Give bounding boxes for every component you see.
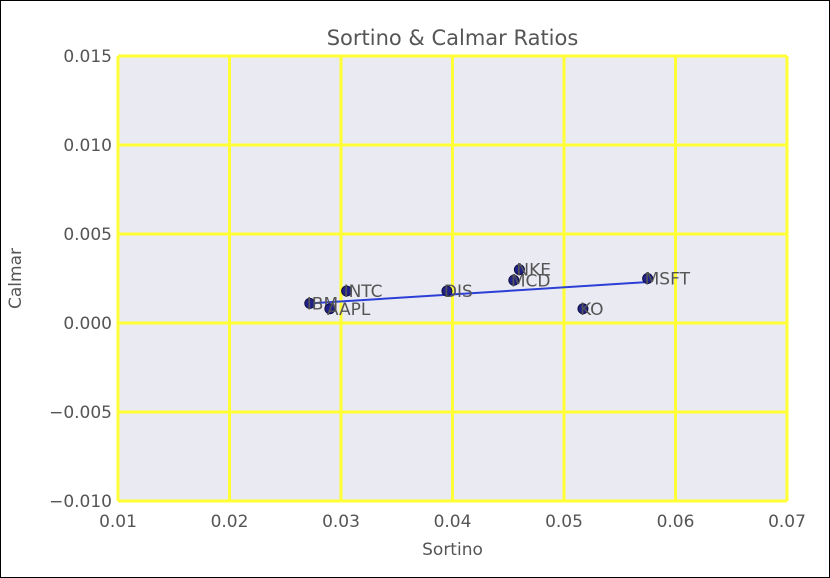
data-point-mcd <box>508 274 520 286</box>
x-tick-label: 0.04 <box>434 512 472 532</box>
x-tick-label: 0.01 <box>99 512 137 532</box>
data-point-aapl <box>324 303 336 315</box>
x-tick-label: 0.02 <box>211 512 249 532</box>
data-point-intc <box>341 285 353 297</box>
point-label-aapl: AAPL <box>327 300 371 320</box>
grid-lines <box>116 54 789 503</box>
y-tick-label: 0.010 <box>63 136 112 156</box>
y-axis-title: Calmar <box>6 248 26 309</box>
point-label-ko: KO <box>580 300 604 320</box>
chart-title: Sortino & Calmar Ratios <box>327 26 579 50</box>
x-tick-label: 0.03 <box>322 512 360 532</box>
point-label-dis: DIS <box>444 282 473 302</box>
y-tick-label: −0.010 <box>49 492 112 512</box>
y-tick-label: 0.015 <box>63 47 112 67</box>
x-axis-title: Sortino <box>422 540 483 560</box>
point-label-msft: MSFT <box>645 270 691 290</box>
data-point-dis <box>441 285 453 297</box>
trend-line <box>309 281 648 305</box>
y-tick-label: 0.000 <box>63 314 112 334</box>
x-tick-label: 0.05 <box>545 512 583 532</box>
point-label-nke: NKE <box>516 261 551 281</box>
data-point-ko <box>577 303 589 315</box>
point-label-intc: INTC <box>344 282 383 302</box>
point-label-mcd: MCD <box>511 271 551 291</box>
y-tick-labels: −0.010 −0.005 0.000 0.005 0.010 0.015 <box>49 47 112 512</box>
x-tick-label: 0.06 <box>657 512 695 532</box>
data-point-ibm <box>304 297 316 309</box>
y-tick-label: 0.005 <box>63 225 112 245</box>
data-point-msft <box>642 273 654 284</box>
y-tick-label: −0.005 <box>49 403 112 423</box>
data-point-nke <box>513 264 525 276</box>
x-tick-label: 0.07 <box>768 512 806 532</box>
x-tick-labels: 0.01 0.02 0.03 0.04 0.05 0.06 0.07 <box>99 512 806 532</box>
